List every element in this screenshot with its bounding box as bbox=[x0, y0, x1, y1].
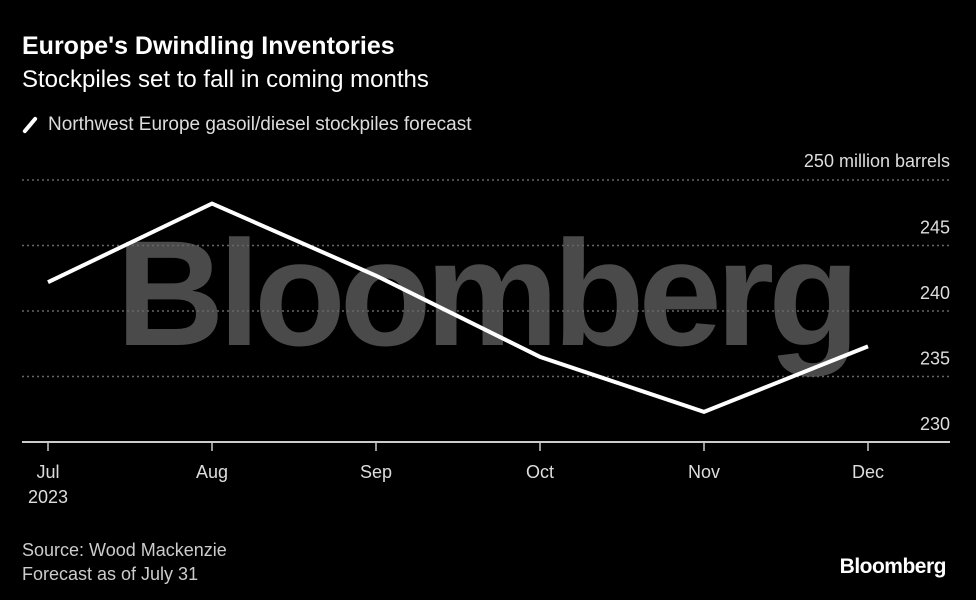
y-tick-label: 250 million barrels bbox=[804, 151, 950, 171]
y-tick-label: 245 bbox=[920, 218, 950, 238]
bloomberg-logo: Bloomberg bbox=[839, 555, 947, 578]
chart-subtitle: Stockpiles set to fall in coming months bbox=[22, 66, 429, 93]
legend-label: Northwest Europe gasoil/diesel stockpile… bbox=[48, 114, 472, 135]
x-tick-label: Dec bbox=[852, 462, 884, 482]
y-tick-label: 240 bbox=[920, 283, 950, 303]
series-line bbox=[47, 201, 869, 414]
x-tick-year-label: 2023 bbox=[28, 487, 68, 507]
x-tick-label: Jul bbox=[36, 462, 59, 482]
chart-title: Europe's Dwindling Inventories bbox=[22, 32, 395, 60]
source-note: Source: Wood Mackenzie Forecast as of Ju… bbox=[22, 538, 227, 586]
x-tick-label: Nov bbox=[688, 462, 720, 482]
bloomberg-watermark: Bloomberg bbox=[116, 209, 854, 377]
x-tick-label: Aug bbox=[196, 462, 228, 482]
x-tick-label: Oct bbox=[526, 462, 554, 482]
y-tick-label: 235 bbox=[920, 349, 950, 369]
forecast-note: Forecast as of July 31 bbox=[22, 564, 199, 584]
x-tick-label: Sep bbox=[360, 462, 392, 482]
y-tick-label: 230 bbox=[920, 414, 950, 434]
source-text: Source: Wood Mackenzie bbox=[22, 540, 227, 560]
legend: Northwest Europe gasoil/diesel stockpile… bbox=[22, 114, 471, 136]
